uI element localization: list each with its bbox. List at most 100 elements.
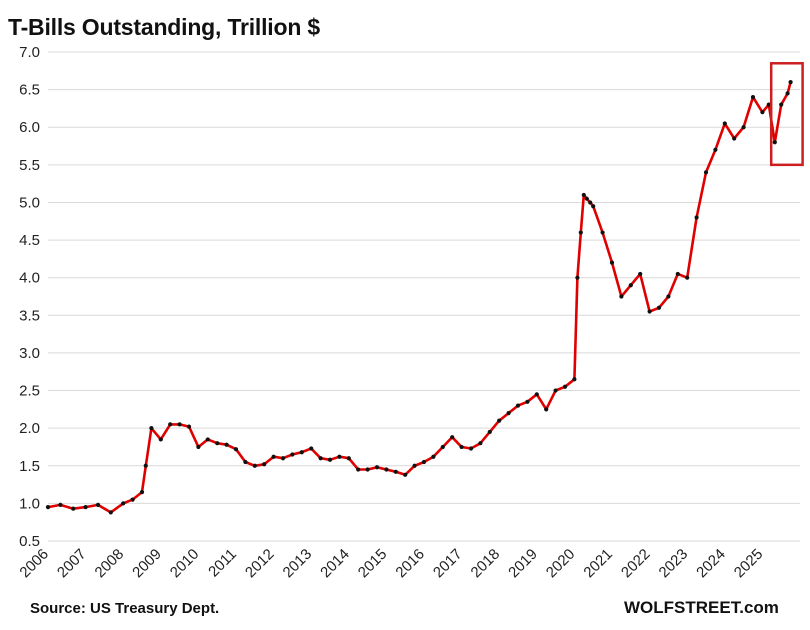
x-tick-label: 2008 xyxy=(92,546,128,582)
data-point xyxy=(139,490,145,495)
x-tick-label: 2022 xyxy=(618,546,654,582)
data-point xyxy=(318,456,323,461)
data-point xyxy=(525,399,530,404)
data-point xyxy=(468,446,474,451)
data-point xyxy=(384,467,389,472)
data-point xyxy=(591,204,596,209)
data-point xyxy=(619,294,624,299)
data-point xyxy=(713,147,718,152)
data-point xyxy=(487,429,492,435)
x-tick-label: 2009 xyxy=(129,546,165,582)
source-note: Source: US Treasury Dept. xyxy=(30,600,220,617)
x-tick-label: 2024 xyxy=(693,546,729,582)
data-point xyxy=(675,271,680,277)
data-point xyxy=(309,446,314,451)
data-point xyxy=(299,450,304,455)
data-point xyxy=(584,196,589,201)
data-point xyxy=(760,110,765,115)
data-point xyxy=(785,91,790,96)
x-tick-label: 2012 xyxy=(242,546,278,582)
x-tick-label: 2020 xyxy=(543,546,579,582)
chart-title: T-Bills Outstanding, Trillion $ xyxy=(8,14,320,40)
x-tick-label: 2019 xyxy=(505,546,541,582)
data-point xyxy=(553,388,558,393)
x-tick-label: 2021 xyxy=(580,546,616,582)
data-point xyxy=(779,102,784,107)
data-point xyxy=(149,426,154,431)
data-point xyxy=(440,444,445,450)
x-tick-label: 2016 xyxy=(392,546,428,582)
data-point xyxy=(685,275,690,280)
data-point xyxy=(365,467,370,472)
data-point xyxy=(196,444,201,450)
data-point xyxy=(722,121,727,126)
data-point xyxy=(588,200,593,205)
y-tick-label: 2.5 xyxy=(19,383,40,400)
series-line xyxy=(47,81,792,514)
highlight-box xyxy=(769,62,804,167)
data-point xyxy=(578,230,583,235)
x-tick-label: 2025 xyxy=(731,546,767,582)
y-tick-label: 0.5 xyxy=(19,533,40,550)
data-point xyxy=(772,140,777,145)
marker-layer xyxy=(45,79,793,515)
x-tick-label: 2007 xyxy=(54,546,90,582)
data-point xyxy=(575,275,580,280)
data-point xyxy=(337,454,342,459)
data-point xyxy=(71,506,76,511)
y-tick-label: 5.0 xyxy=(19,194,40,211)
data-point xyxy=(356,467,361,472)
data-point xyxy=(515,403,521,408)
series-layer xyxy=(47,81,792,514)
data-point xyxy=(130,497,135,502)
y-tick-label: 6.5 xyxy=(19,82,40,99)
data-point xyxy=(572,377,577,382)
y-tick-label: 1.5 xyxy=(19,458,40,475)
data-point xyxy=(628,283,633,288)
data-point xyxy=(741,125,746,130)
data-point xyxy=(121,501,126,506)
y-tick-label: 4.0 xyxy=(19,270,40,287)
y-tick-label: 5.5 xyxy=(19,157,40,174)
x-tick-label: 2010 xyxy=(167,546,203,582)
brand-label: WOLFSTREET.com xyxy=(624,598,779,617)
y-tick-label: 3.0 xyxy=(19,345,40,362)
data-point xyxy=(233,447,239,452)
y-tick-label: 2.0 xyxy=(19,420,40,437)
data-point xyxy=(168,422,173,427)
data-point xyxy=(252,463,257,468)
data-point xyxy=(158,437,163,442)
data-point xyxy=(647,309,652,314)
data-point xyxy=(581,192,586,198)
data-point xyxy=(732,136,737,141)
data-point xyxy=(177,422,182,427)
data-point xyxy=(506,411,511,416)
data-point xyxy=(58,502,63,507)
data-point xyxy=(271,454,276,459)
data-point xyxy=(694,215,699,220)
data-point xyxy=(638,271,643,277)
y-tick-label: 6.0 xyxy=(19,119,40,136)
data-point xyxy=(562,384,568,389)
x-tick-label: 2013 xyxy=(280,546,316,582)
data-point xyxy=(703,170,709,175)
x-tick-label: 2014 xyxy=(317,546,353,582)
data-point xyxy=(750,95,756,100)
data-point xyxy=(609,260,615,265)
data-point xyxy=(534,392,539,397)
data-point xyxy=(656,305,662,310)
data-point xyxy=(346,456,351,461)
data-point xyxy=(450,435,455,440)
data-point xyxy=(412,463,417,468)
x-tick-label: 2017 xyxy=(430,546,466,582)
data-point xyxy=(215,441,220,446)
data-point xyxy=(403,472,408,477)
data-point xyxy=(108,510,113,515)
y-tick-label: 4.5 xyxy=(19,232,40,249)
x-tick-label: 2023 xyxy=(656,546,692,582)
data-point xyxy=(666,294,671,299)
x-axis-ticks: 2006 2007 2008 2009 2010 2011 2012 2013 2014 2015… xyxy=(16,546,766,582)
data-point xyxy=(224,442,229,447)
x-tick-label: 2011 xyxy=(205,546,240,581)
